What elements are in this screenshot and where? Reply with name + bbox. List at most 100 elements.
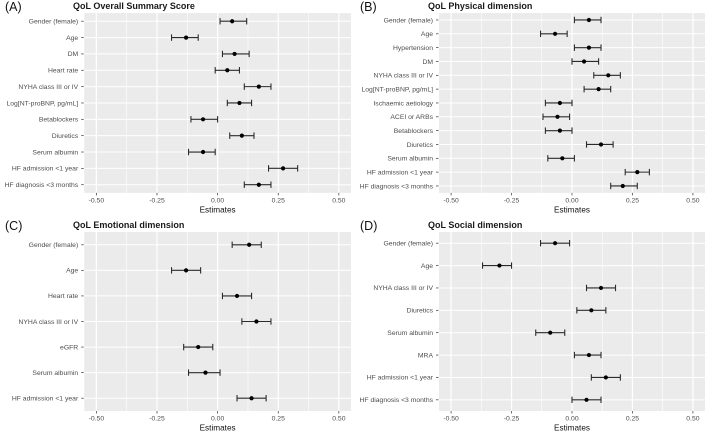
y-axis-label: Serum albumin	[387, 330, 433, 337]
x-tick-label: 0.50	[686, 197, 699, 204]
estimate-point	[557, 128, 563, 133]
x-tick-label: 0.50	[332, 197, 345, 204]
estimate-point	[203, 370, 208, 375]
x-tick-label: 0.25	[626, 416, 639, 423]
estimate-point	[635, 170, 640, 175]
y-axis-label: Diuretics	[52, 133, 79, 140]
panel-a: Gender (female) Age DM Heart rate NYHA class…	[0, 0, 355, 219]
y-axis-label: Diuretics	[407, 142, 434, 149]
y-axis-label: Gender (female)	[29, 242, 79, 249]
panel-a-tag: (A)	[5, 0, 22, 14]
x-tick-label: 0.00	[211, 416, 224, 423]
x-tick-label: -0.25	[504, 197, 520, 204]
estimate-point	[225, 68, 230, 73]
estimate-point	[586, 17, 592, 23]
x-axis-title: Estimates	[554, 205, 590, 214]
x-tick-label: 0.25	[272, 197, 285, 204]
y-axis-label: Serum albumin	[32, 149, 78, 156]
forest-plot-a: Gender (female) Age DM Heart rate NYHA class…	[5, 13, 351, 214]
y-axis-label: DM	[422, 59, 433, 66]
y-axis-label: DM	[68, 51, 79, 58]
panel-d: Gender (female) Age NYHA class III or IV Di…	[355, 219, 709, 437]
y-axis-label: Diuretics	[407, 308, 434, 315]
estimate-point	[620, 183, 625, 189]
panel-b-tag: (B)	[360, 0, 377, 14]
estimate-point	[586, 352, 592, 358]
x-axis-title: Estimates	[554, 424, 590, 433]
estimate-point	[560, 156, 565, 161]
x-tick-label: 0.25	[626, 197, 639, 204]
x-axis-title: Estimates	[200, 205, 236, 214]
y-axis-label: Log[NT-proBNP, pg/mL]	[6, 100, 78, 107]
x-axis-title: Estimates	[200, 424, 236, 433]
panel-a-title: QoL Overall Summary Score	[73, 1, 195, 11]
estimate-point	[596, 87, 601, 92]
x-tick-label: -0.50	[443, 416, 459, 423]
y-axis-label: Betablockers	[39, 117, 79, 124]
y-axis-label: Age	[66, 35, 78, 42]
estimate-point	[557, 100, 563, 106]
x-tick-label: -0.25	[149, 416, 165, 423]
estimate-point	[606, 73, 611, 78]
panel-b: Gender (female) Age Hypertension DM NYHA cla…	[355, 0, 709, 219]
y-axis-label: Serum albumin	[32, 370, 78, 377]
y-axis-label: Age	[66, 268, 78, 275]
estimate-point	[598, 285, 604, 291]
estimate-point	[584, 397, 589, 402]
y-axis-label: Betablockers	[394, 128, 434, 135]
y-axis-label: ACEI or ARBs	[390, 114, 433, 121]
estimate-point	[234, 293, 240, 299]
y-axis-label: Heart rate	[48, 293, 78, 300]
y-axis-label: Log[NT-proBNP, pg/mL]	[362, 86, 434, 93]
y-axis-label: Gender (female)	[29, 19, 79, 26]
estimate-point	[598, 142, 604, 147]
y-axis-label: NYHA class III or IV	[18, 319, 78, 326]
y-axis-label: eGFR	[60, 344, 78, 351]
x-tick-label: 0.00	[211, 197, 224, 204]
y-axis-label: NYHA class III or IV	[373, 73, 433, 80]
estimate-point	[497, 263, 502, 268]
x-tick-label: -0.25	[504, 416, 520, 423]
estimate-point	[586, 45, 592, 50]
y-axis-label: Age	[421, 263, 433, 270]
estimate-point	[249, 396, 254, 401]
y-axis-label: MRA	[418, 352, 434, 359]
panel-d-title: QoL Social dimension	[428, 220, 523, 230]
panel-d-tag: (D)	[360, 219, 378, 233]
estimate-point	[256, 84, 261, 89]
y-axis-label: HF admission <1 year	[367, 375, 434, 382]
estimate-point	[183, 35, 189, 40]
panel-c: Gender (female) Age Heart rate NYHA class I…	[0, 219, 355, 437]
forest-plot-b: Gender (female) Age Hypertension DM NYHA cla…	[360, 13, 705, 214]
y-axis-label: Serum albumin	[387, 156, 433, 163]
x-tick-label: -0.50	[443, 197, 459, 204]
estimate-point	[247, 242, 252, 247]
estimate-point	[239, 133, 244, 138]
y-axis-label: HF admission <1 year	[12, 166, 79, 173]
x-tick-label: 0.00	[565, 197, 578, 204]
estimate-point	[603, 375, 608, 380]
estimate-point	[200, 149, 206, 155]
y-axis-label: Age	[421, 31, 433, 38]
x-tick-label: -0.50	[89, 416, 105, 423]
y-axis-label: Gender (female)	[384, 17, 433, 24]
y-axis-label: NYHA class III or IV	[373, 285, 433, 292]
panel-c-tag: (C)	[5, 219, 23, 233]
x-tick-label: 0.00	[565, 416, 578, 423]
estimate-point	[555, 114, 560, 119]
y-axis-label: HF diagnosis <3 months	[5, 182, 79, 189]
estimate-point	[254, 319, 259, 324]
estimate-point	[232, 51, 237, 57]
x-tick-label: 0.50	[686, 416, 699, 423]
y-axis-label: Heart rate	[48, 68, 78, 75]
estimate-point	[196, 344, 201, 350]
estimate-point	[256, 182, 261, 187]
y-axis-label: HF admission <1 year	[12, 396, 79, 403]
estimate-point	[200, 117, 206, 122]
y-axis-label: Gender (female)	[384, 240, 434, 247]
x-tick-label: 0.25	[272, 416, 285, 423]
estimate-point	[581, 59, 587, 64]
x-tick-label: -0.25	[149, 197, 165, 204]
x-tick-label: -0.50	[89, 197, 105, 204]
